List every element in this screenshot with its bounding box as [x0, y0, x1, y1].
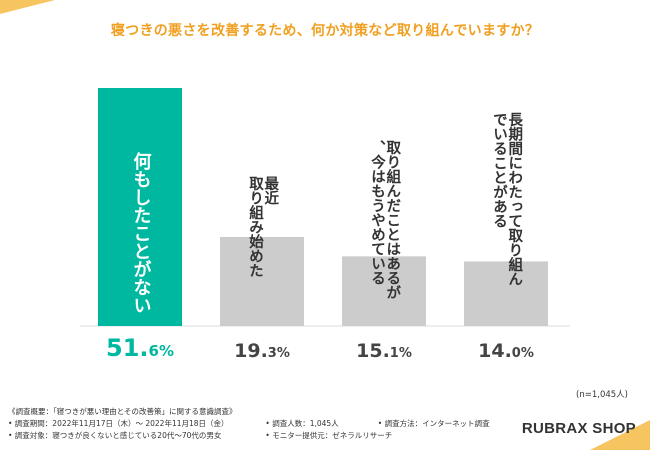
category-label-1: 何もしたことがない: [130, 152, 152, 314]
survey-period: • 調査期間：2022年11月17日（木）〜 2022年11月18日（金）: [8, 419, 229, 428]
value-label-major-4: 14.: [478, 340, 512, 362]
value-label-minor-3: 1%: [389, 346, 412, 361]
bar-3: [342, 256, 426, 326]
chart-title: 寝つきの悪さを改善するため、何か対策など取り組んでいますか？: [110, 23, 540, 39]
corner-decoration-top-left: [0, 0, 55, 14]
sample-size-label: (n=1,045人): [576, 390, 628, 400]
corner-decoration-bottom-right: [590, 420, 650, 450]
survey-method: • 調査方法：インターネット調査: [377, 419, 490, 428]
brand-logo: RUBRAX SHOP: [521, 420, 636, 437]
survey-provider: • モニター提供元：ゼネラルリサーチ: [265, 431, 393, 440]
value-label-4: 14.0%: [461, 340, 551, 362]
category-label-3: 取り組んだことはあるが 、今はもうやめている: [368, 140, 401, 300]
value-label-minor-4: 0%: [511, 346, 534, 361]
survey-overview-title: 《調査概要：「寝つきが悪い理由とその改善策」に関する意識調査》: [8, 407, 237, 416]
bar-2: [220, 236, 304, 326]
value-label-minor-1: 6%: [148, 342, 174, 360]
survey-overview: 《調査概要：「寝つきが悪い理由とその改善策」に関する意識調査》 • 調査期間：2…: [8, 406, 528, 442]
value-label-minor-2: 3%: [267, 346, 290, 361]
survey-target: • 調査対象：寝つきが良くないと感じている20代〜70代の男女: [8, 431, 222, 440]
survey-respondents: • 調査人数：1,045人: [265, 419, 339, 428]
category-label-2: 最近 取り組み始めた: [246, 176, 279, 278]
bar-1: [98, 88, 182, 326]
category-label-4: 長期間にわたって取り組ん でいることがある: [490, 112, 523, 286]
value-label-major-2: 19.: [234, 340, 268, 362]
value-label-major-1: 51.: [106, 334, 149, 362]
bar-chart: [80, 88, 570, 327]
bar-4: [464, 261, 548, 326]
value-label-1: 51.6%: [95, 334, 185, 362]
value-label-3: 15.1%: [339, 340, 429, 362]
value-label-major-3: 15.: [356, 340, 390, 362]
value-label-2: 19.3%: [217, 340, 307, 362]
